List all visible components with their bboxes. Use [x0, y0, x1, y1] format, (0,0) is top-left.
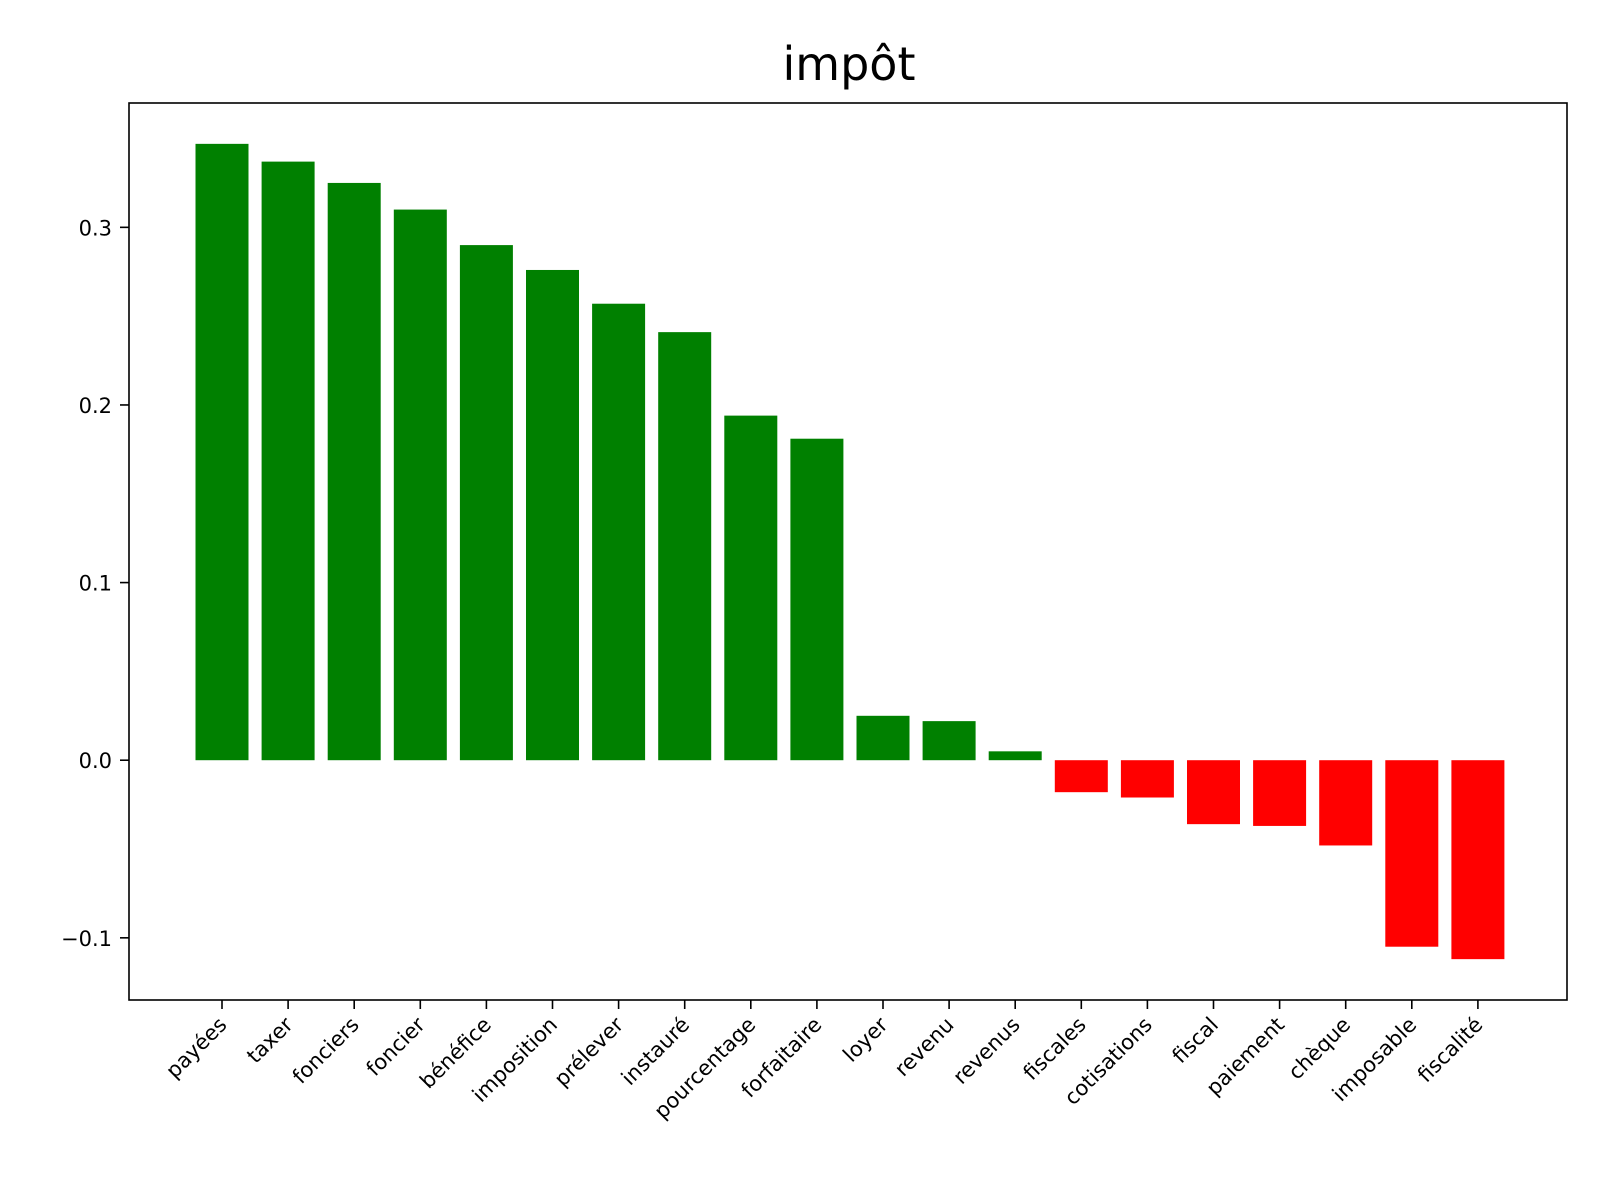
y-axis: −0.1 0.0 0.1 0.2 0.3 [61, 216, 129, 951]
bar-3 [393, 209, 447, 761]
bar-16 [1253, 760, 1307, 826]
bar-0 [195, 143, 249, 761]
bar-5 [526, 269, 579, 761]
bar-4 [459, 245, 513, 761]
x-tick-label-1: taxer [242, 1012, 298, 1068]
x-tick-label-6: prélever [550, 1012, 629, 1091]
bar-15 [1187, 760, 1240, 825]
y-tick-label-0: −0.1 [61, 927, 112, 951]
plot-frame [128, 102, 1568, 1001]
x-tick-label-2: fonciers [288, 1013, 364, 1089]
bar-12 [988, 751, 1042, 761]
x-axis: payées taxerfonciersfoncierbénéficeimposi… [161, 1000, 1487, 1123]
bar-11 [922, 721, 976, 761]
bars-group [195, 143, 1505, 960]
chart-title: impôt [783, 37, 916, 91]
bar-9 [790, 438, 844, 761]
y-tick-label-4: 0.3 [79, 216, 112, 240]
bar-13 [1054, 760, 1108, 793]
bar-1 [261, 161, 315, 761]
x-tick-label-15: fiscal [1168, 1013, 1223, 1068]
bar-19 [1451, 760, 1505, 960]
x-tick-label-19: fiscalité [1413, 1013, 1488, 1088]
x-tick-label-12: revenus [948, 1013, 1024, 1089]
bar-7 [658, 332, 712, 761]
y-tick-label-3: 0.2 [79, 394, 112, 418]
y-tick-label-1: 0.0 [79, 749, 112, 773]
x-tick-label-10: loyer [838, 1012, 892, 1066]
bar-10 [856, 715, 910, 761]
bar-8 [724, 415, 778, 761]
bar-6 [592, 303, 646, 761]
x-tick-label-0: payées [161, 1013, 231, 1083]
bar-18 [1385, 760, 1439, 947]
bar-17 [1319, 760, 1373, 846]
y-tick-label-2: 0.1 [79, 572, 112, 596]
bar-14 [1120, 760, 1174, 798]
bar-2 [327, 182, 381, 761]
